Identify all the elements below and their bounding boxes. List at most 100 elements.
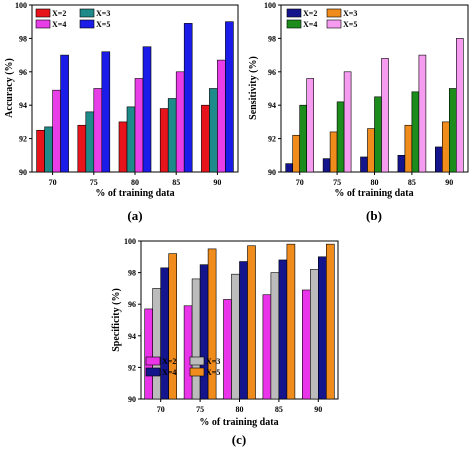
- bar-X2-70: [285, 163, 294, 173]
- bar-X4-90: [217, 59, 226, 173]
- bar-X3-90: [309, 269, 319, 400]
- bar-X2-75: [77, 124, 87, 173]
- bars: [36, 21, 234, 173]
- legend-swatch: [326, 19, 342, 29]
- bar-X2-85: [262, 294, 272, 400]
- bar-X2-70: [144, 308, 153, 400]
- y-axis-label: Sensitivity (%): [248, 56, 259, 120]
- bar-X3-80: [231, 273, 240, 400]
- bar-X3-70: [152, 288, 161, 400]
- legend-label: X=5: [206, 368, 220, 377]
- legend-label: X=4: [303, 20, 317, 29]
- bar-X2-80: [223, 299, 232, 400]
- bar-X5-75: [343, 71, 352, 173]
- legend-label: X=4: [52, 20, 66, 29]
- legend-label: X=2: [303, 9, 317, 18]
- bar-X2-70: [36, 129, 45, 173]
- panel-label: (a): [127, 208, 142, 223]
- bar-X4-70: [299, 104, 308, 173]
- legend-swatch: [35, 19, 51, 29]
- bar-X3-70: [292, 134, 301, 173]
- y-axis-label: Specificity (%): [111, 288, 122, 352]
- y-tick-label: 98: [128, 269, 136, 278]
- legend-label: X=3: [206, 357, 220, 366]
- bar-X4-75: [199, 264, 209, 400]
- y-tick-label: 98: [268, 34, 276, 43]
- chart-panel-a: 90 92 94 96 98 100 70 75 80 85 90 Accuracy (%) % …: [4, 1, 239, 223]
- y-tick-label: 92: [268, 135, 276, 144]
- bar-X2-80: [118, 121, 128, 173]
- bar-X3-75: [85, 111, 95, 173]
- y-tick-label: 100: [15, 1, 27, 10]
- bar-X4-75: [336, 101, 345, 173]
- y-tick-label: 94: [19, 101, 27, 110]
- bar-X4-80: [134, 78, 144, 173]
- bar-X5-90: [455, 38, 464, 173]
- bar-X3-80: [126, 106, 136, 173]
- bar-X5-85: [286, 243, 296, 400]
- bar-X5-90: [225, 21, 234, 173]
- bar-X4-70: [52, 89, 61, 173]
- x-tick-label: 90: [314, 405, 322, 414]
- x-tick-label: 75: [196, 405, 204, 414]
- bar-X4-90: [317, 256, 327, 400]
- y-axis-label: Accuracy (%): [4, 58, 15, 118]
- legend-swatch: [145, 356, 161, 366]
- bar-X4-80: [374, 96, 382, 173]
- legend-label: X=5: [96, 20, 110, 29]
- x-tick-label: 75: [333, 178, 341, 187]
- y-axis-ticks: 90 92 94 96 98 100: [264, 1, 281, 177]
- legend-swatch: [286, 8, 302, 18]
- bar-X5-80: [381, 58, 389, 173]
- bar-X2-90: [301, 289, 311, 400]
- legend-swatch: [286, 19, 302, 29]
- x-tick-label: 85: [408, 178, 416, 187]
- bar-X5-70: [60, 54, 69, 173]
- y-axis-ticks: 90 92 94 96 98 100: [15, 1, 32, 177]
- panel-label: (b): [366, 208, 382, 223]
- x-axis-ticks: 70 75 80 85 90: [49, 172, 221, 187]
- y-tick-label: 92: [128, 363, 136, 372]
- bar-X5-75: [207, 248, 217, 400]
- legend: X=2 X=3 X=4 X=5: [286, 8, 357, 29]
- x-tick-label: 70: [49, 178, 57, 187]
- legend: X=2 X=3 X=4 X=5: [35, 8, 110, 29]
- y-tick-label: 96: [268, 68, 276, 77]
- bar-X5-85: [418, 54, 427, 173]
- x-tick-label: 70: [296, 178, 304, 187]
- y-tick-label: 90: [128, 395, 136, 404]
- legend-label: X=4: [162, 368, 176, 377]
- x-tick-label: 70: [157, 405, 165, 414]
- bar-X2-90: [434, 146, 443, 173]
- y-tick-label: 100: [124, 237, 136, 246]
- bar-X4-80: [239, 261, 248, 400]
- legend-swatch: [79, 8, 95, 18]
- y-tick-label: 96: [128, 300, 136, 309]
- y-tick-label: 98: [19, 34, 27, 43]
- x-tick-label: 80: [236, 405, 244, 414]
- legend-label: X=5: [343, 20, 357, 29]
- bar-X5-80: [142, 46, 152, 173]
- bar-X4-85: [175, 71, 185, 173]
- bar-X2-75: [322, 158, 331, 173]
- bar-X5-70: [168, 253, 177, 400]
- bar-X4-85: [411, 91, 420, 173]
- bars: [144, 243, 335, 400]
- bar-X2-90: [201, 104, 210, 173]
- legend-swatch: [189, 356, 205, 366]
- legend-label: X=3: [96, 9, 110, 18]
- legend-swatch: [35, 8, 51, 18]
- bar-X3-80: [367, 128, 375, 173]
- y-tick-label: 94: [128, 332, 136, 341]
- bars: [285, 38, 464, 173]
- bar-X2-75: [183, 305, 193, 400]
- chart-panel-c: 90 92 94 96 98 100 70 75 80 85 90 Specificity (%)…: [111, 237, 339, 447]
- legend-label: X=3: [343, 9, 357, 18]
- bar-X3-85: [167, 98, 177, 173]
- bar-X4-75: [93, 88, 103, 173]
- x-tick-label: 75: [90, 178, 98, 187]
- y-tick-label: 90: [19, 168, 27, 177]
- bar-X5-85: [183, 23, 193, 173]
- x-axis-label: % of training data: [334, 188, 413, 199]
